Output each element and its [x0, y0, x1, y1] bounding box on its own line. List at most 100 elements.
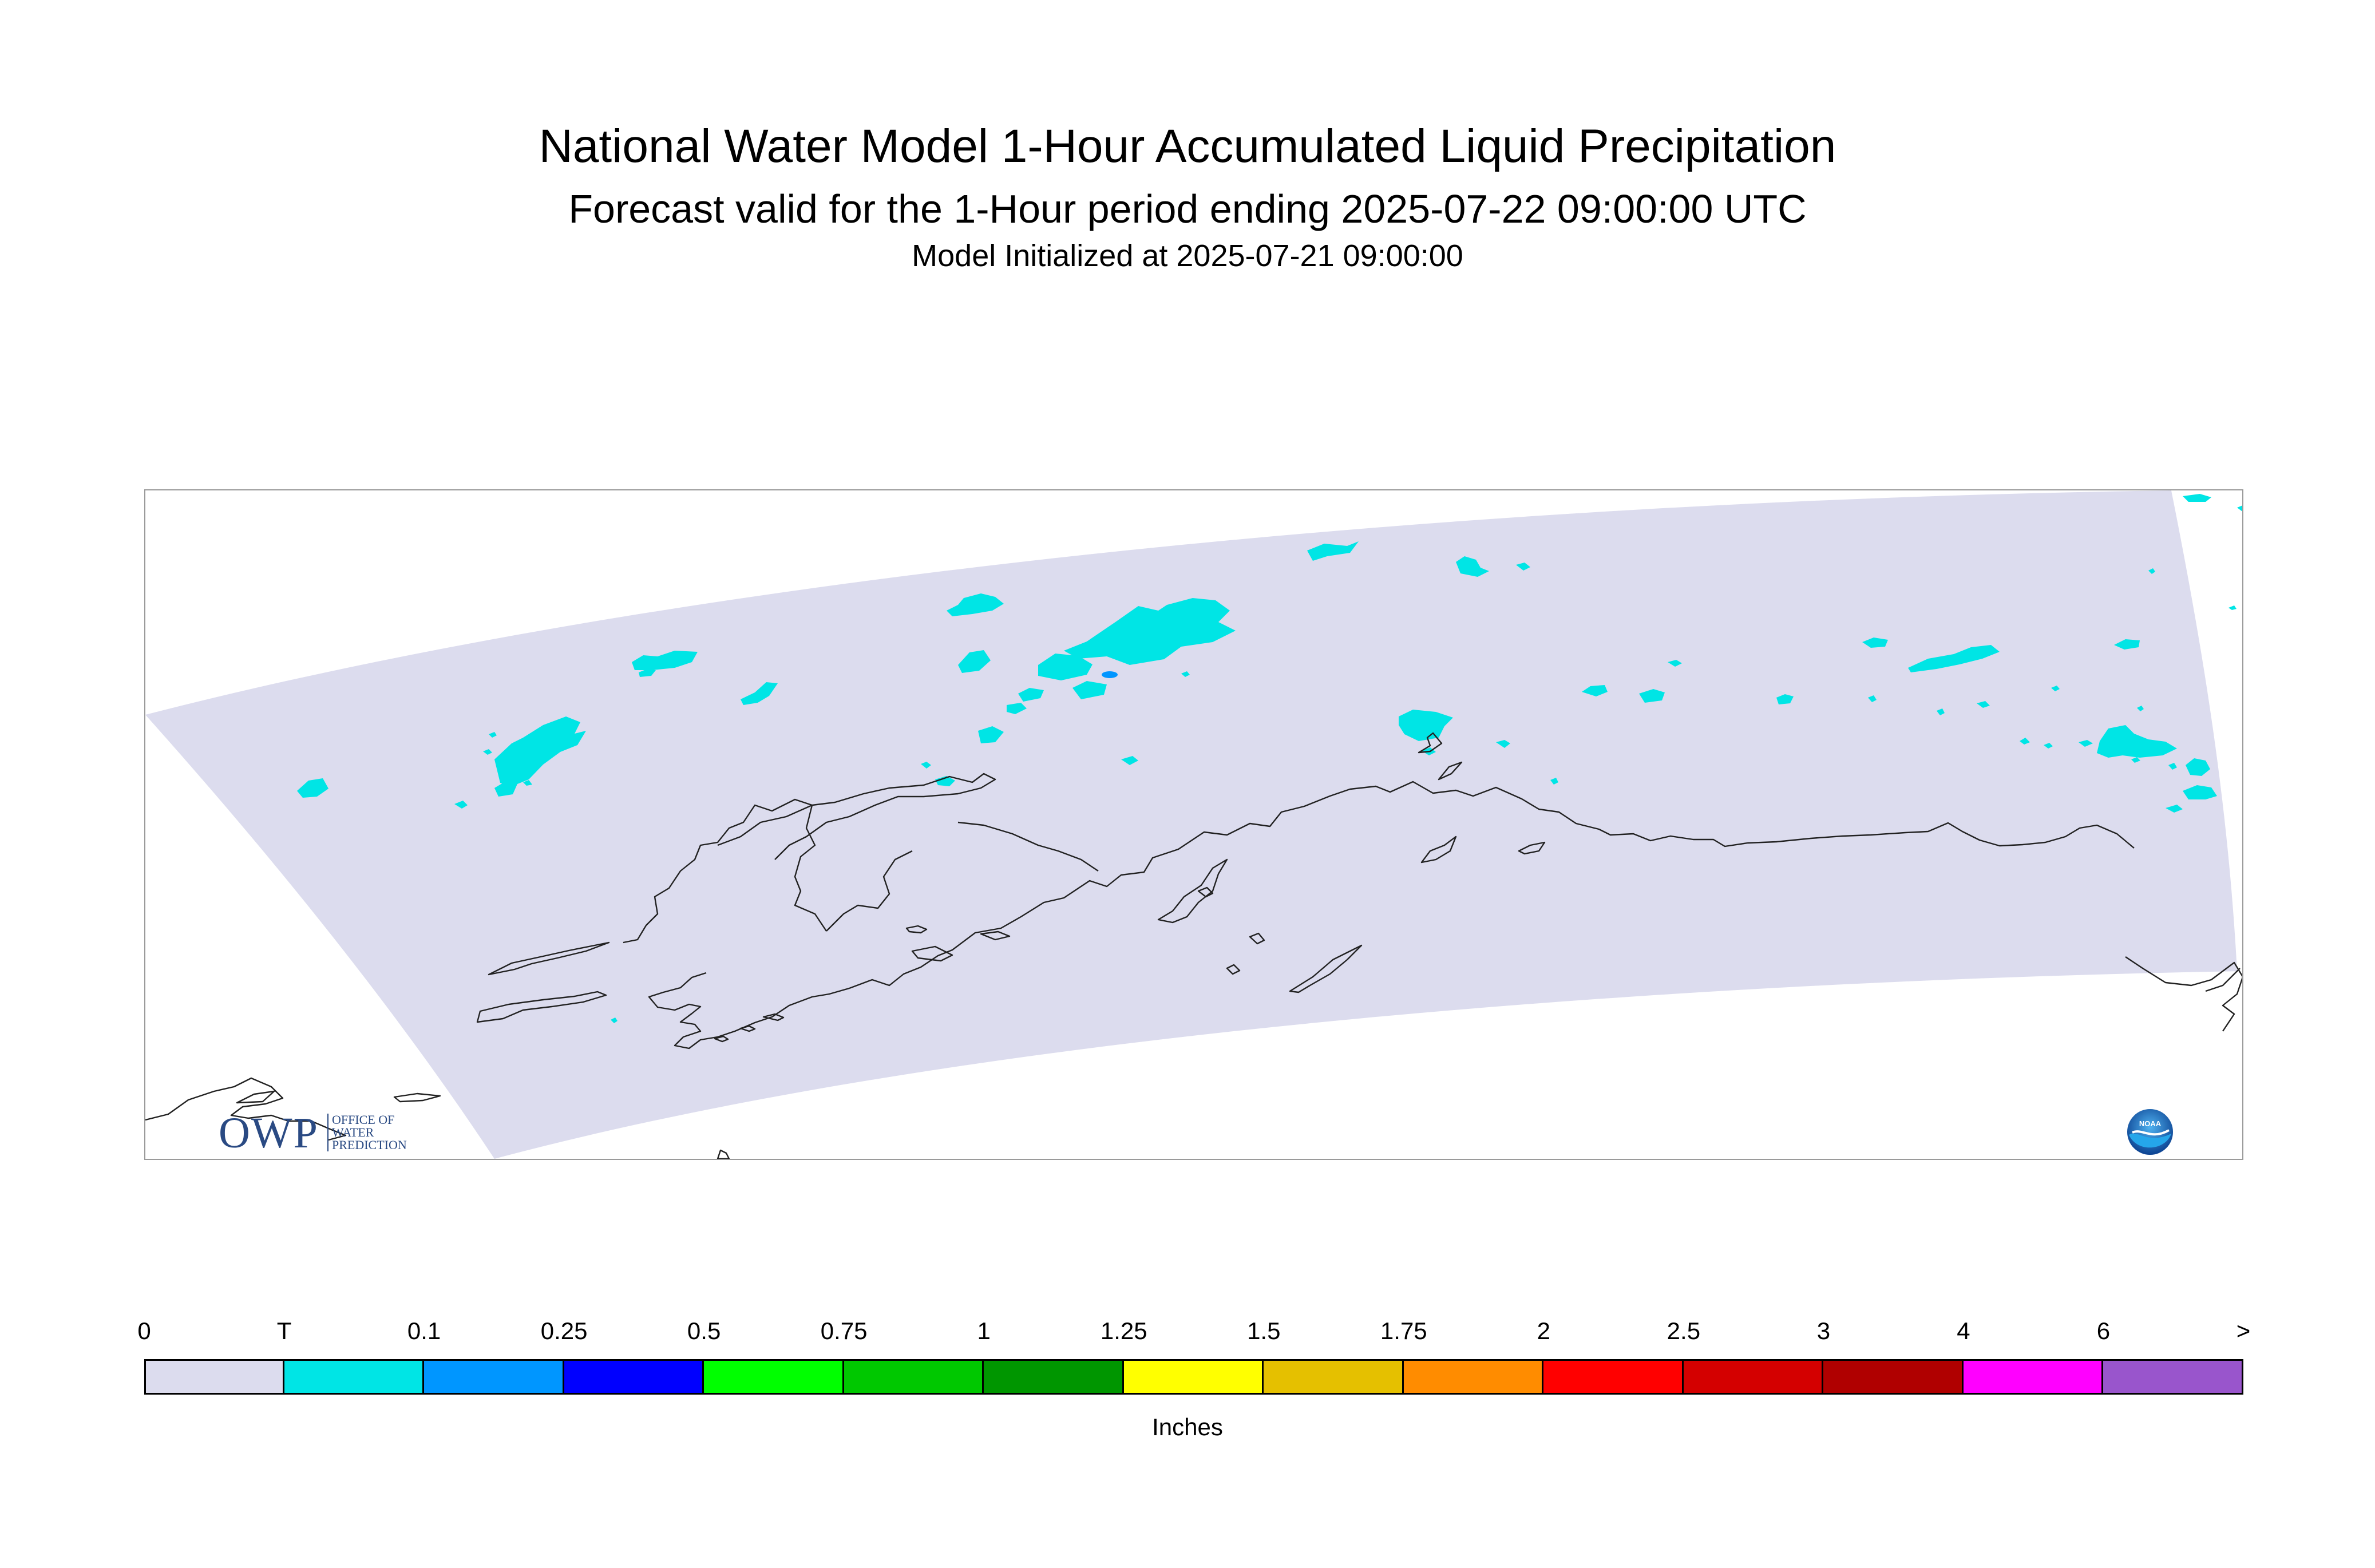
- legend-tick-label: 0.75: [820, 1317, 868, 1344]
- coastline-lake-2: [980, 930, 1011, 941]
- precip-cell: [639, 669, 656, 677]
- noaa-logo-icon: NOAA: [2126, 1108, 2174, 1156]
- precip-cell: [1977, 701, 1990, 708]
- precip-cell: [483, 749, 492, 755]
- precip-cell: [1399, 710, 1453, 741]
- legend-swatch: [422, 1359, 564, 1395]
- precip-cell: [520, 757, 529, 764]
- coastline-chukotka-2: [236, 1090, 275, 1104]
- coastline-yukon: [717, 773, 996, 860]
- coastline-canada-2: [2205, 968, 2241, 992]
- precip-cell: [921, 762, 931, 769]
- legend-tick-label: 1: [977, 1317, 991, 1344]
- forecast-valid-subtitle: Forecast valid for the 1-Hour period end…: [568, 187, 1807, 231]
- legend-tick-label: 1.75: [1380, 1317, 1427, 1344]
- precip-cell: [2114, 639, 2140, 650]
- precip-cell: [978, 726, 1004, 743]
- precip-cell: [2044, 743, 2053, 749]
- legend-tick-label: 1.25: [1100, 1317, 1147, 1344]
- precip-cell: [1516, 563, 1530, 571]
- coastline-island-1: [905, 925, 928, 934]
- coastline-nunivak: [476, 991, 607, 1023]
- legend-swatch: [562, 1359, 704, 1395]
- legend-swatch: [1122, 1359, 1264, 1395]
- coastlines: [145, 732, 2242, 1159]
- precip-cell: [454, 801, 468, 809]
- coastline-lake-3: [1418, 732, 1443, 754]
- precip-cell: [2051, 686, 2060, 691]
- domain-outside-left: [145, 715, 494, 1159]
- map-title: National Water Model 1-Hour Accumulated …: [539, 120, 1836, 172]
- precip-cell: [611, 1017, 618, 1023]
- coastline-island-3: [1249, 932, 1265, 945]
- precip-cell: [632, 651, 698, 670]
- precip-cell: [523, 780, 532, 786]
- precip-cell: [297, 778, 328, 798]
- coastline-chukotka: [145, 1077, 347, 1141]
- coastline-lake-1: [911, 945, 953, 962]
- coastline-stlawrence-isle: [393, 1092, 441, 1103]
- legend-tick-label: >: [2236, 1317, 2251, 1344]
- legend-tick-label: 0.5: [687, 1317, 721, 1344]
- precip-cell: [1668, 660, 1682, 667]
- precip-cell: [2183, 494, 2211, 502]
- coastline-aleutians: [714, 1013, 785, 1043]
- coastline-fjords: [1420, 836, 1457, 864]
- precip-cell: [1181, 671, 1190, 677]
- legend-tick-label: 6: [2096, 1317, 2111, 1344]
- precip-cell: [947, 593, 1004, 616]
- legend-tick-label: T: [276, 1317, 292, 1344]
- coastline-west: [623, 798, 827, 944]
- coastline-sound: [1157, 858, 1228, 924]
- precip-cell: [1550, 778, 1558, 785]
- precip-cell-0.1: [1102, 671, 1118, 678]
- precip-cell: [1064, 598, 1236, 665]
- precip-cell: [2168, 763, 2177, 770]
- precip-cell: [2237, 505, 2242, 511]
- precip-cell: [1072, 681, 1107, 699]
- coastline-island-2: [1197, 886, 1214, 898]
- coastline-mainland: [849, 781, 2135, 989]
- precip-cell: [2186, 758, 2210, 776]
- coastline-lake-4: [1438, 761, 1463, 781]
- precip-cell: [741, 682, 778, 705]
- legend-swatch: [144, 1359, 284, 1395]
- precip-trace-areas: [297, 494, 2242, 1023]
- legend-tick-label: 4: [1957, 1317, 1970, 1344]
- precip-cell: [1307, 541, 1359, 561]
- coastline-kodiak: [1289, 944, 1363, 993]
- precip-cell: [2148, 568, 2155, 574]
- domain-outside-right: [2171, 490, 2242, 971]
- coastline-bristol: [826, 850, 913, 932]
- precip-cell: [2137, 706, 2144, 711]
- precip-cell: [1038, 654, 1092, 680]
- coastline-bottom: [717, 1149, 730, 1159]
- legend-tick-label: 0: [137, 1317, 151, 1344]
- precip-cell: [1456, 556, 1489, 577]
- precip-cell: [2079, 740, 2093, 747]
- legend-colorbar: [144, 1359, 2243, 1395]
- model-domain-area: [145, 490, 2242, 1159]
- coastline-norton: [957, 821, 1099, 872]
- precip-cell: [1007, 703, 1027, 714]
- precip-cell: [1776, 694, 1794, 704]
- precip-cell: [1121, 756, 1138, 765]
- precip-cell: [1908, 645, 2000, 672]
- precip-cell: [958, 650, 991, 673]
- precip-cell: [1582, 685, 1608, 696]
- legend-swatch: [1961, 1359, 2104, 1395]
- precip-cell: [935, 776, 955, 786]
- legend-tick-label: 1.5: [1247, 1317, 1281, 1344]
- owp-logo-line1: OFFICE OF: [332, 1112, 395, 1127]
- legend-swatch: [1822, 1359, 1964, 1395]
- coastline-canada: [2125, 956, 2242, 1032]
- precip-cell: [557, 734, 569, 741]
- precip-cell: [489, 732, 497, 738]
- precip-cell: [1496, 740, 1510, 748]
- legend-tick-label: 0.1: [407, 1317, 441, 1344]
- owp-logo-divider: [327, 1114, 328, 1151]
- legend-swatch: [982, 1359, 1124, 1395]
- precip-cell: [2228, 605, 2237, 610]
- noaa-logo-text: NOAA: [2139, 1119, 2162, 1128]
- map-frame: OWP OFFICE OF WATER PREDICTION NOAA: [144, 489, 2243, 1160]
